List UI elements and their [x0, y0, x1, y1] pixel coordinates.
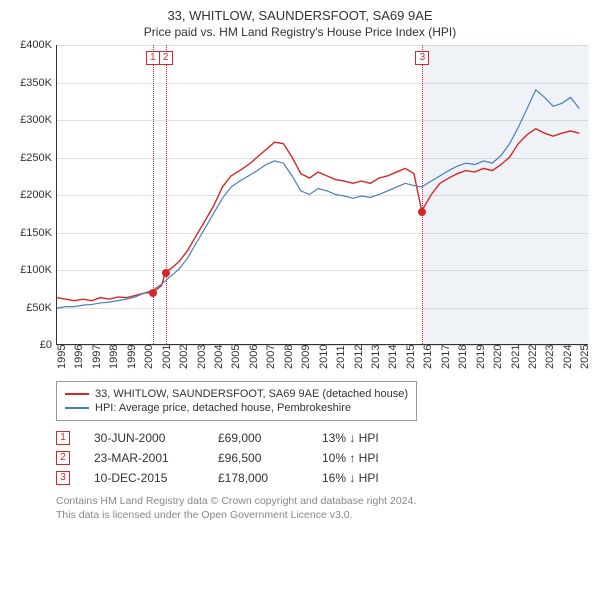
footnote-line2: This data is licensed under the Open Gov…: [56, 509, 588, 523]
sale-dot: [162, 269, 170, 277]
series-hpi: [57, 90, 579, 308]
sale-marker: 2: [56, 451, 70, 465]
sale-marker: 3: [56, 471, 70, 485]
sale-price: £96,500: [218, 451, 298, 465]
chart-area: 123 £0£50K£100K£150K£200K£250K£300K£350K…: [12, 45, 588, 375]
legend-swatch: [65, 393, 89, 395]
sale-price: £178,000: [218, 471, 298, 485]
sales-table: 1 30-JUN-2000 £69,000 13% ↓ HPI 2 23-MAR-2001…: [56, 431, 588, 485]
sale-pct: 13% ↓ HPI: [322, 431, 412, 445]
sale-marker-box: 2: [159, 51, 173, 65]
y-tick-label: £0: [12, 339, 52, 351]
sale-pct: 10% ↑ HPI: [322, 451, 412, 465]
sale-date: 30-JUN-2000: [94, 431, 194, 445]
sale-dot: [418, 208, 426, 216]
sale-pct: 16% ↓ HPI: [322, 471, 412, 485]
sale-dot: [149, 289, 157, 297]
series-property: [57, 129, 579, 301]
sale-marker: 1: [56, 431, 70, 445]
sale-marker-box: 3: [415, 51, 429, 65]
chart-subtitle: Price paid vs. HM Land Registry's House …: [12, 25, 588, 39]
chart-title: 33, WHITLOW, SAUNDERSFOOT, SA69 9AE: [12, 8, 588, 23]
legend: 33, WHITLOW, SAUNDERSFOOT, SA69 9AE (det…: [56, 381, 417, 421]
legend-item: 33, WHITLOW, SAUNDERSFOOT, SA69 9AE (det…: [65, 388, 408, 400]
y-tick-label: £300K: [12, 114, 52, 126]
legend-label: HPI: Average price, detached house, Pemb…: [95, 402, 351, 414]
sale-date: 10-DEC-2015: [94, 471, 194, 485]
legend-item: HPI: Average price, detached house, Pemb…: [65, 402, 408, 414]
y-tick-label: £50K: [12, 302, 52, 314]
footnote: Contains HM Land Registry data © Crown c…: [56, 495, 588, 522]
y-tick-label: £250K: [12, 152, 52, 164]
sale-date: 23-MAR-2001: [94, 451, 194, 465]
sale-row: 1 30-JUN-2000 £69,000 13% ↓ HPI: [56, 431, 588, 445]
x-tick-label: 2025: [579, 345, 600, 369]
y-tick-label: £400K: [12, 39, 52, 51]
plot-region: 123: [56, 45, 588, 345]
sale-price: £69,000: [218, 431, 298, 445]
y-tick-label: £100K: [12, 264, 52, 276]
sale-row: 3 10-DEC-2015 £178,000 16% ↓ HPI: [56, 471, 588, 485]
y-tick-label: £150K: [12, 227, 52, 239]
legend-swatch: [65, 407, 89, 409]
footnote-line1: Contains HM Land Registry data © Crown c…: [56, 495, 588, 509]
legend-label: 33, WHITLOW, SAUNDERSFOOT, SA69 9AE (det…: [95, 388, 408, 400]
sale-row: 2 23-MAR-2001 £96,500 10% ↑ HPI: [56, 451, 588, 465]
y-tick-label: £200K: [12, 189, 52, 201]
y-tick-label: £350K: [12, 77, 52, 89]
